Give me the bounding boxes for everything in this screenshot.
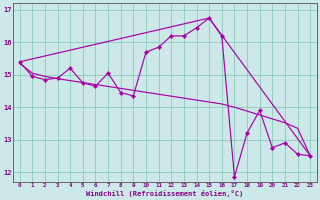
X-axis label: Windchill (Refroidissement éolien,°C): Windchill (Refroidissement éolien,°C) <box>86 190 244 197</box>
